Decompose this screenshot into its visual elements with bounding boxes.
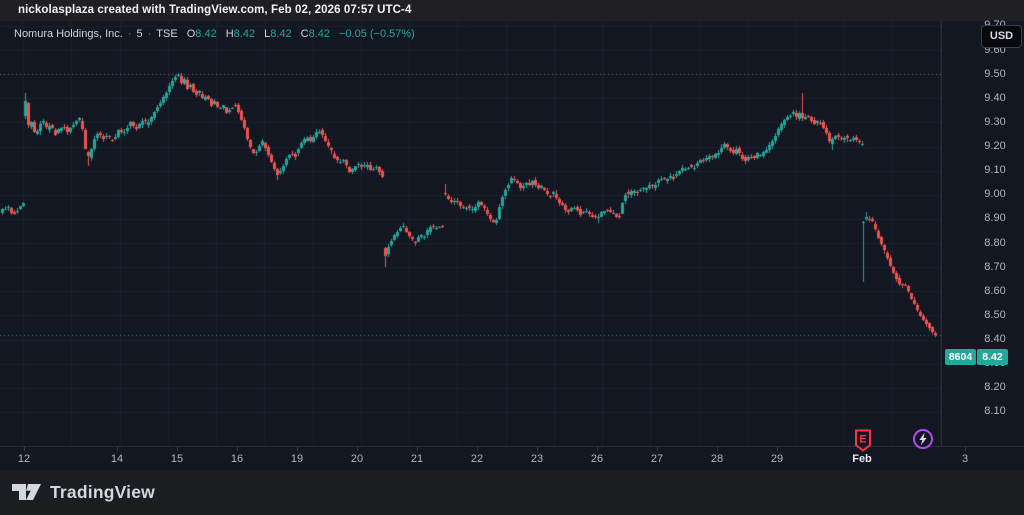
time-tick-label: 12 bbox=[17, 453, 31, 465]
legend-ohlc-value: 8.42 bbox=[233, 28, 256, 40]
price-tick-label: 8.10 bbox=[984, 405, 1006, 418]
time-tick-label: 22 bbox=[470, 453, 484, 465]
time-tick-label: 20 bbox=[350, 453, 364, 465]
time-tick-mark bbox=[357, 447, 358, 451]
time-tick-label: Feb bbox=[852, 453, 872, 465]
tradingview-logo-icon bbox=[12, 484, 41, 500]
time-tick-mark bbox=[597, 447, 598, 451]
footer-bar: TradingView bbox=[0, 470, 1024, 515]
price-tick-label: 8.20 bbox=[984, 381, 1006, 394]
time-tick-mark bbox=[237, 447, 238, 451]
time-tick-label: 29 bbox=[770, 453, 784, 465]
price-tick-label: 9.20 bbox=[984, 140, 1006, 153]
price-tick-label: 8.50 bbox=[984, 308, 1006, 321]
time-tick-mark bbox=[24, 447, 25, 451]
time-scale[interactable]: 12 14 15 16 19 20 21 22 23 26 27 28 29 Feb 3 bbox=[0, 447, 1024, 470]
time-axis-separator bbox=[0, 446, 1024, 447]
legend-separator: · bbox=[127, 28, 132, 40]
time-tick-mark bbox=[297, 447, 298, 451]
price-tick-label: 8.40 bbox=[984, 333, 1006, 346]
time-tick-mark bbox=[117, 447, 118, 451]
time-tick-label: 26 bbox=[590, 453, 604, 465]
earnings-event-icon[interactable]: E bbox=[854, 429, 872, 457]
price-tick-label: 9.00 bbox=[984, 188, 1006, 201]
price-tick-label: 8.70 bbox=[984, 260, 1006, 273]
legend-ohlc-key: O bbox=[186, 28, 196, 40]
last-price-badge: 8.42 bbox=[977, 349, 1008, 365]
tradingview-logo-text: TradingView bbox=[50, 481, 155, 502]
legend-ohlc-value: 8.42 bbox=[195, 28, 217, 40]
time-tick-mark bbox=[537, 447, 538, 451]
price-tick-label: 9.50 bbox=[984, 67, 1006, 80]
time-tick-label: 16 bbox=[230, 453, 244, 465]
candlestick-chart[interactable] bbox=[0, 21, 941, 446]
time-tick-label: 23 bbox=[530, 453, 544, 465]
time-tick-mark bbox=[417, 447, 418, 451]
time-tick-label: 3 bbox=[961, 453, 969, 465]
tradingview-logo[interactable]: TradingView bbox=[12, 481, 155, 503]
ohlc-values: O8.42 H8.42 L8.42 C8.42 bbox=[178, 28, 330, 40]
time-tick-label: 21 bbox=[410, 453, 424, 465]
time-tick-label: 15 bbox=[170, 453, 184, 465]
price-tick-label: 8.90 bbox=[984, 212, 1006, 225]
attribution-bar: nickolasplaza created with TradingView.c… bbox=[0, 0, 1024, 21]
attribution-text: nickolasplaza created with TradingView.c… bbox=[18, 4, 412, 16]
time-tick-mark bbox=[717, 447, 718, 451]
legend-ohlc-key: L bbox=[264, 28, 271, 40]
lightning-event-icon[interactable] bbox=[912, 428, 934, 455]
legend-ohlc-value: 8.42 bbox=[270, 28, 292, 40]
currency-badge[interactable]: USD bbox=[981, 25, 1022, 48]
legend-ohlc-value: 8.42 bbox=[308, 28, 330, 40]
change-value: −0.05 (−0.57%) bbox=[338, 28, 415, 40]
legend-ohlc-key: C bbox=[300, 28, 309, 40]
time-tick-label: 27 bbox=[650, 453, 664, 465]
svg-text:E: E bbox=[859, 434, 866, 446]
time-tick-label: 19 bbox=[290, 453, 304, 465]
interval-label: 5 bbox=[136, 28, 143, 40]
time-tick-label: 14 bbox=[110, 453, 124, 465]
time-tick-mark bbox=[657, 447, 658, 451]
time-tick-label: 28 bbox=[710, 453, 724, 465]
price-tick-label: 9.30 bbox=[984, 115, 1006, 128]
time-tick-mark bbox=[965, 447, 966, 451]
time-tick-mark bbox=[477, 447, 478, 451]
price-tick-label: 9.10 bbox=[984, 164, 1006, 177]
time-tick-mark bbox=[777, 447, 778, 451]
price-axis-separator bbox=[941, 21, 942, 446]
price-tick-label: 9.40 bbox=[984, 91, 1006, 104]
legend-separator: · bbox=[147, 28, 152, 40]
chart-area: Nomura Holdings, Inc. · 5 · TSE O8.42 H8.42 L8.… bbox=[0, 19, 1024, 470]
symbol-legend[interactable]: Nomura Holdings, Inc. · 5 · TSE O8.42 H8.42 L8.… bbox=[14, 28, 415, 40]
price-tick-label: 8.60 bbox=[984, 284, 1006, 297]
bar-countdown-badge: 8604 bbox=[945, 349, 976, 365]
time-tick-mark bbox=[177, 447, 178, 451]
exchange-label: TSE bbox=[156, 28, 178, 40]
legend-ohlc-key: H bbox=[225, 28, 234, 40]
price-tick-label: 8.80 bbox=[984, 236, 1006, 249]
symbol-name: Nomura Holdings, Inc. bbox=[14, 28, 123, 40]
